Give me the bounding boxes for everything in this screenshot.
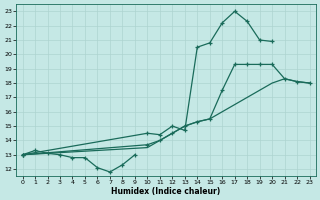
X-axis label: Humidex (Indice chaleur): Humidex (Indice chaleur) xyxy=(111,187,221,196)
